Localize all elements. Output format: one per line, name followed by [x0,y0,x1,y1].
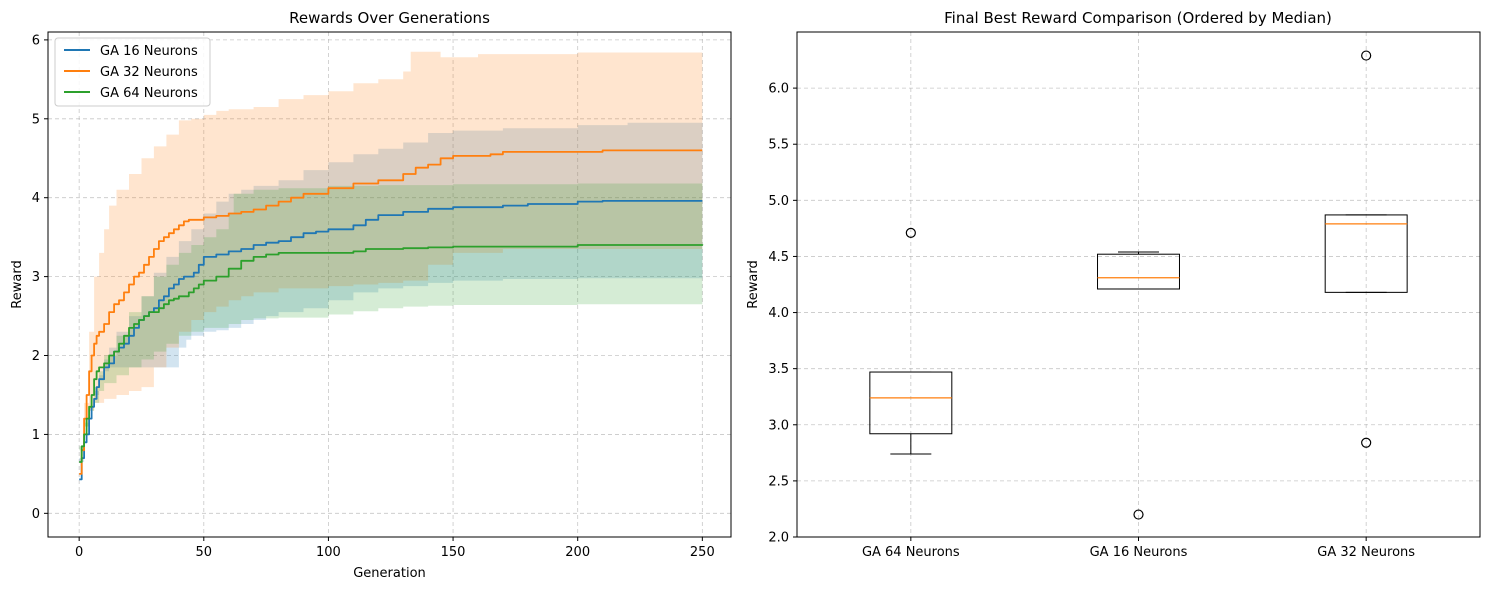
left-y-tick-label: 4 [32,191,40,206]
left-x-tick-label: 50 [196,545,213,560]
right-grid [797,32,1480,538]
outlier-point [1361,50,1372,61]
right-y-tick-label: 5.0 [768,194,789,209]
legend-label-ga64: GA 64 Neurons [100,86,198,101]
box-ga-64-neurons [869,227,953,455]
left-x-tick-label: 250 [690,545,715,560]
left-x-tick-label: 0 [75,545,83,560]
right-y-tick-label: 2.0 [768,531,789,546]
left-plot-frame [47,31,732,538]
legend-box [54,37,211,107]
right-y-ticks: 2.0 2.5 3.0 3.5 4.0 4.5 5.0 5.5 6.0 [768,82,797,546]
left-x-tick-label: 100 [316,545,341,560]
right-chart-title: Final Best Reward Comparison (Ordered by… [944,9,1332,27]
right-y-tick-label: 6.0 [768,82,789,97]
right-y-tick-label: 4.5 [768,250,789,265]
iqr-box [869,371,953,435]
left-x-ticks: 0 50 100 150 200 250 [75,537,715,560]
right-y-tick-label: 5.5 [768,138,789,153]
left-chart-title: Rewards Over Generations [289,9,490,27]
right-boxes [869,50,1408,520]
left-y-tick-label: 2 [32,349,40,364]
rewards-over-generations-chart: Rewards Over Generations 0 50 100 150 200 250… [10,9,732,581]
right-y-tick-label: 4.0 [768,306,789,321]
right-x-ticks: GA 64 Neurons GA 16 Neurons GA 32 Neurons [862,537,1415,560]
legend-label-ga32: GA 32 Neurons [100,65,198,80]
box-ga-32-neurons [1324,50,1408,448]
left-y-tick-label: 0 [32,507,40,522]
line-ga-16-neurons [79,200,703,481]
left-y-ticks: 0 1 2 3 4 5 6 [32,33,48,522]
line-ga-64-neurons [79,244,704,463]
right-x-tick-label: GA 16 Neurons [1090,545,1188,560]
right-y-tick-label: 3.5 [768,362,789,377]
iqr-box [1097,253,1180,290]
outlier-point [1133,509,1144,520]
legend: GA 16 Neurons GA 32 Neurons GA 64 Neuron… [54,37,211,107]
legend-label-ga16: GA 16 Neurons [100,44,198,59]
left-x-tick-label: 150 [441,545,466,560]
left-y-tick-label: 3 [32,270,40,285]
iqr-box [1324,214,1408,293]
right-x-tick-label: GA 32 Neurons [1317,545,1415,560]
right-y-tick-label: 2.5 [768,474,789,489]
right-y-tick-label: 3.0 [768,418,789,433]
left-y-tick-label: 6 [32,33,40,48]
left-y-tick-label: 1 [32,428,40,443]
right-y-axis-label: Reward [746,260,761,308]
line-ga-32-neurons [79,149,703,475]
final-best-reward-comparison-chart: Final Best Reward Comparison (Ordered by… [746,9,1481,560]
left-x-axis-label: Generation [353,566,426,581]
left-lines [79,149,704,481]
right-x-tick-label: GA 64 Neurons [862,545,960,560]
outlier-point [905,227,916,238]
left-x-tick-label: 200 [565,545,590,560]
outlier-point [1361,437,1372,448]
box-ga-16-neurons [1097,251,1180,520]
band-ga-32-neurons [79,51,703,494]
band-ga-16-neurons [79,122,703,494]
left-y-axis-label: Reward [10,260,25,308]
left-bands [79,51,703,494]
left-y-tick-label: 5 [32,112,40,127]
band-ga-64-neurons [79,182,703,486]
